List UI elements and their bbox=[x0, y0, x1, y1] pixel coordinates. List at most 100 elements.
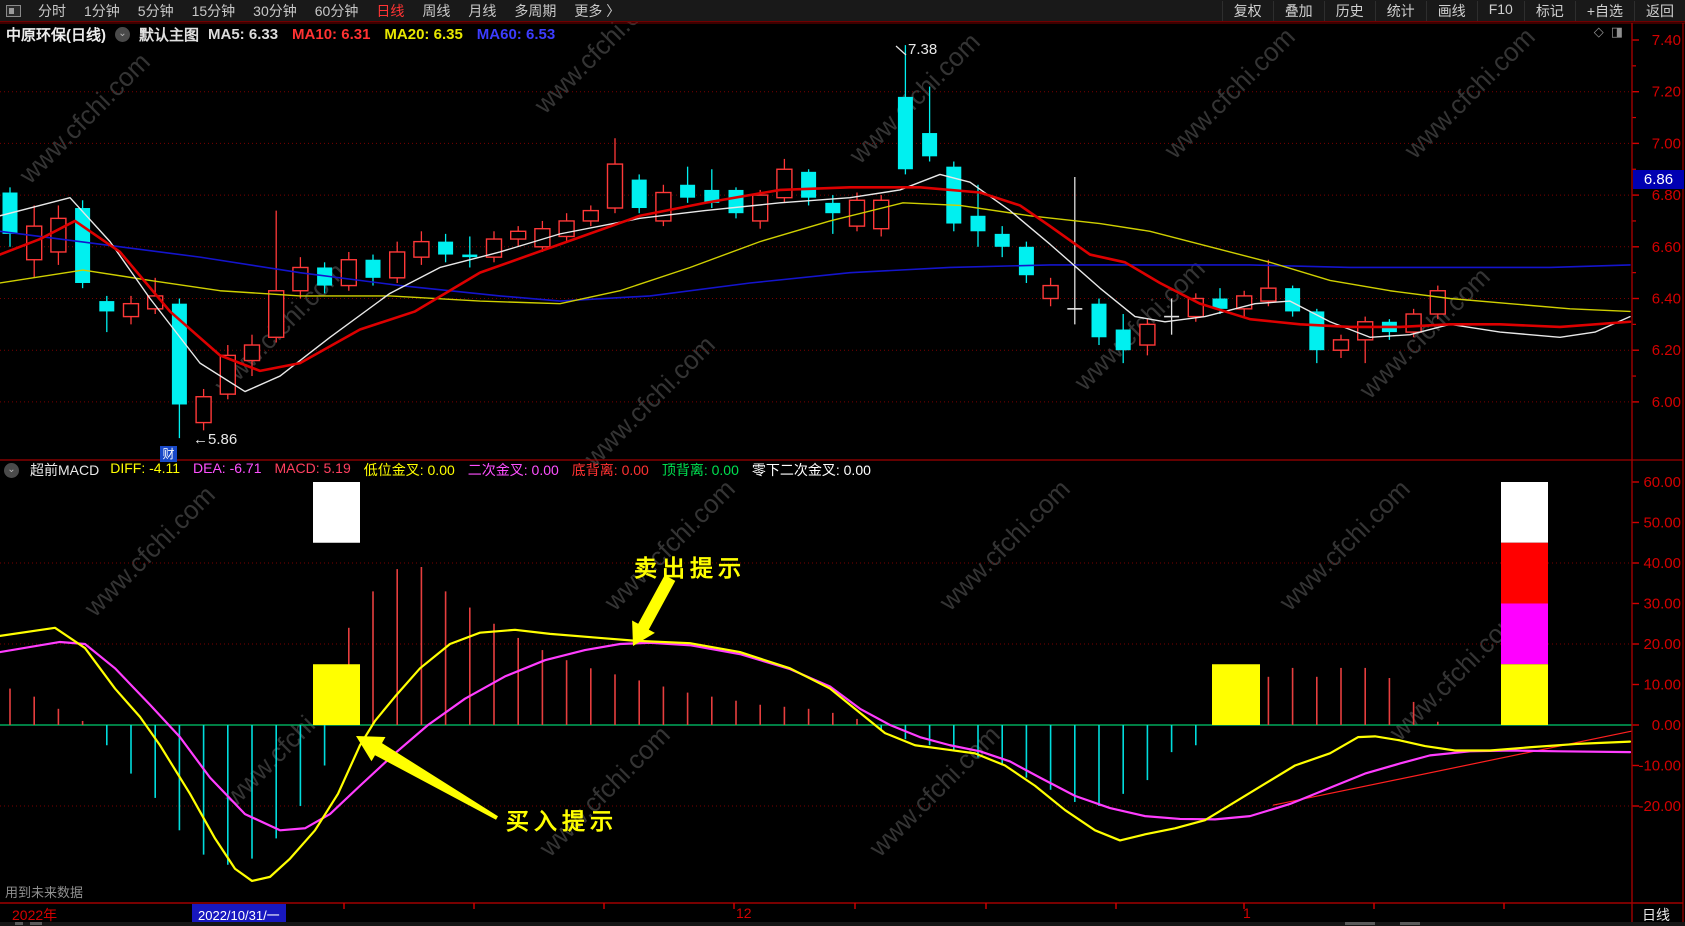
macd-axis-label: -10.00 bbox=[1638, 758, 1681, 775]
macd-axis-label: 50.00 bbox=[1643, 515, 1681, 532]
price-axis-label: 6.20 bbox=[1652, 342, 1681, 359]
ma-value-label: MA60: 6.53 bbox=[476, 25, 556, 43]
tool-button-返回[interactable]: 返回 bbox=[1634, 0, 1685, 21]
watermark: www.cfchi.com bbox=[1157, 21, 1300, 164]
future-data-warning: 用到未来数据 bbox=[5, 885, 84, 900]
period-tab-多周期[interactable]: 多周期 bbox=[514, 2, 557, 19]
taskbar-sliver bbox=[0, 922, 1685, 926]
tool-button-+自选[interactable]: +自选 bbox=[1574, 0, 1634, 21]
sell-hint-annotation: 卖出提示 bbox=[634, 555, 746, 581]
macd-fields: DIFF: -4.11 DEA: -6.71 MACD: 5.19 低位金叉: 0.0… bbox=[110, 460, 871, 480]
macd-field-label: DIFF: -4.11 bbox=[110, 460, 180, 476]
high-pointer-line bbox=[895, 45, 907, 56]
price-axis-label: 7.00 bbox=[1652, 135, 1681, 152]
buy-arrow bbox=[356, 736, 498, 820]
macd-axis-label: 0.00 bbox=[1652, 717, 1681, 734]
macd-axis-label: 10.00 bbox=[1643, 677, 1681, 694]
period-menubar: 分时 1分钟 5分钟 15分钟 30分钟 60分钟 日线 周线 月线 多周期 更多 〉 复权 叠加 历史… bbox=[0, 0, 1685, 22]
ma-values: MA5: 6.33 MA10: 6.31 MA20: 6.35 MA60: 6.53 bbox=[208, 26, 555, 43]
period-tab-15分钟[interactable]: 15分钟 bbox=[191, 2, 236, 19]
ma5-line bbox=[0, 173, 1631, 393]
cfchi-logo-tag: 财 bbox=[160, 446, 177, 462]
macd-field-label: 二次金叉: 0.00 bbox=[467, 462, 559, 478]
timeline-month-label: 1 bbox=[1243, 905, 1251, 921]
timeline-date-tag[interactable]: 2022/10/31/一 bbox=[192, 904, 286, 925]
period-tab-30分钟[interactable]: 30分钟 bbox=[253, 2, 297, 19]
macd-field-label: 顶背离: 0.00 bbox=[661, 462, 739, 478]
chart-corner-icons: ◇ ◨ bbox=[1594, 24, 1623, 40]
diamond-icon[interactable]: ◇ bbox=[1593, 24, 1604, 39]
macd-field-label: 低位金叉: 0.00 bbox=[363, 462, 455, 478]
macd-axis-label: 30.00 bbox=[1643, 596, 1681, 613]
tool-button-统计[interactable]: 统计 bbox=[1374, 0, 1426, 21]
period-tab-月线[interactable]: 月线 bbox=[468, 2, 497, 19]
watermark: www.cfchi.com bbox=[77, 479, 220, 622]
price-axis-label: 7.40 bbox=[1652, 32, 1681, 49]
period-tab-周线[interactable]: 周线 bbox=[422, 2, 451, 19]
diff-line bbox=[0, 626, 1632, 883]
price-axis-label: 7.20 bbox=[1652, 84, 1681, 101]
tool-button-复权[interactable]: 复权 bbox=[1221, 0, 1273, 21]
ma-value-label: MA5: 6.33 bbox=[208, 25, 279, 43]
tool-button-标记[interactable]: 标记 bbox=[1523, 0, 1575, 21]
period-tab-1分钟[interactable]: 1分钟 bbox=[84, 2, 120, 19]
price-axis-label: 6.80 bbox=[1652, 187, 1681, 204]
macd-axis-label: -20.00 bbox=[1638, 798, 1681, 815]
watermark: www.cfchi.com bbox=[1352, 261, 1495, 404]
chevron-down-icon[interactable]: ⌄ bbox=[115, 26, 130, 42]
period-tab-日线[interactable]: 日线 bbox=[376, 2, 405, 19]
watermark: www.cfchi.com bbox=[597, 473, 740, 616]
price-axis-label: 6.40 bbox=[1652, 291, 1681, 308]
price-axis-label: 6.60 bbox=[1652, 239, 1681, 256]
high-price-annotation: 7.38 bbox=[908, 41, 938, 58]
ma-value-label: MA10: 6.31 bbox=[292, 25, 371, 43]
period-tab-60分钟[interactable]: 60分钟 bbox=[314, 2, 359, 19]
macd-trend-line bbox=[1272, 730, 1633, 806]
tool-button-叠加[interactable]: 叠加 bbox=[1272, 0, 1324, 21]
macd-header: ⌄ 超前MACD DIFF: -4.11 DEA: -6.71 MACD: 5.19… bbox=[4, 460, 871, 480]
watermark: www.cfchi.com bbox=[932, 473, 1075, 616]
watermark: www.cfchi.com bbox=[1272, 473, 1415, 616]
timeline-month-label: 12 bbox=[736, 905, 752, 921]
macd-field-label: MACD: 5.19 bbox=[274, 460, 351, 476]
low-price-annotation: ←5.86 bbox=[193, 431, 238, 448]
macd-axis-label: 20.00 bbox=[1643, 636, 1681, 653]
tool-button-F10[interactable]: F10 bbox=[1476, 0, 1524, 21]
macd-field-label: 零下二次金叉: 0.00 bbox=[751, 462, 871, 478]
watermark: www.cfchi.com bbox=[1397, 21, 1540, 164]
indicator-name[interactable]: 超前MACD bbox=[30, 462, 100, 478]
period-tab-分时[interactable]: 分时 bbox=[38, 2, 66, 19]
ma60-line bbox=[0, 230, 1631, 302]
macd-field-label: 底背离: 0.00 bbox=[571, 462, 649, 478]
last-price-tag: 6.86 bbox=[1633, 170, 1684, 189]
watermark: www.cfchi.com bbox=[12, 46, 155, 189]
price-axis-label: 6.00 bbox=[1652, 394, 1681, 411]
main-layout-label[interactable]: 默认主图 bbox=[139, 26, 200, 44]
macd-axis-label: 40.00 bbox=[1643, 555, 1681, 572]
macd-histogram bbox=[9, 567, 1439, 865]
stock-info-bar: 中原环保(日线) ⌄ 默认主图 MA5: 6.33 MA10: 6.31 MA20:… bbox=[6, 25, 555, 44]
indicator-chevron-icon[interactable]: ⌄ bbox=[4, 462, 19, 478]
buy-hint-annotation: 买入提示 bbox=[506, 808, 618, 834]
sell-arrow bbox=[632, 575, 676, 646]
ma20-line bbox=[0, 202, 1631, 313]
window-icon[interactable] bbox=[6, 4, 21, 17]
period-tab-更多 〉[interactable]: 更多 〉 bbox=[574, 2, 621, 19]
timeline-year-label: 2022年 bbox=[12, 907, 58, 923]
period-tabs: 分时 1分钟 5分钟 15分钟 30分钟 60分钟 日线 周线 月线 多周期 更多 〉 bbox=[29, 1, 629, 21]
ma10-line bbox=[0, 186, 1632, 373]
macd-signal-blocks bbox=[313, 482, 1548, 725]
stock-title: 中原环保(日线) bbox=[6, 26, 106, 44]
period-tab-5分钟[interactable]: 5分钟 bbox=[137, 2, 174, 19]
tool-button-画线[interactable]: 画线 bbox=[1425, 0, 1477, 21]
ma-value-label: MA20: 6.35 bbox=[384, 25, 463, 43]
watermark: www.cfchi.com bbox=[577, 329, 720, 472]
split-window-icon[interactable]: ◨ bbox=[1610, 24, 1623, 39]
macd-field-label: DEA: -6.71 bbox=[193, 460, 262, 476]
timeline-period-label: 日线 bbox=[1642, 907, 1670, 923]
macd-axis-label: 60.00 bbox=[1643, 474, 1681, 491]
toolbar: 复权 叠加 历史 统计 画线 F10 标记 +自选 返回 bbox=[1221, 0, 1685, 21]
tool-button-历史[interactable]: 历史 bbox=[1323, 0, 1375, 21]
watermark: www.cfchi.com bbox=[1067, 253, 1210, 396]
